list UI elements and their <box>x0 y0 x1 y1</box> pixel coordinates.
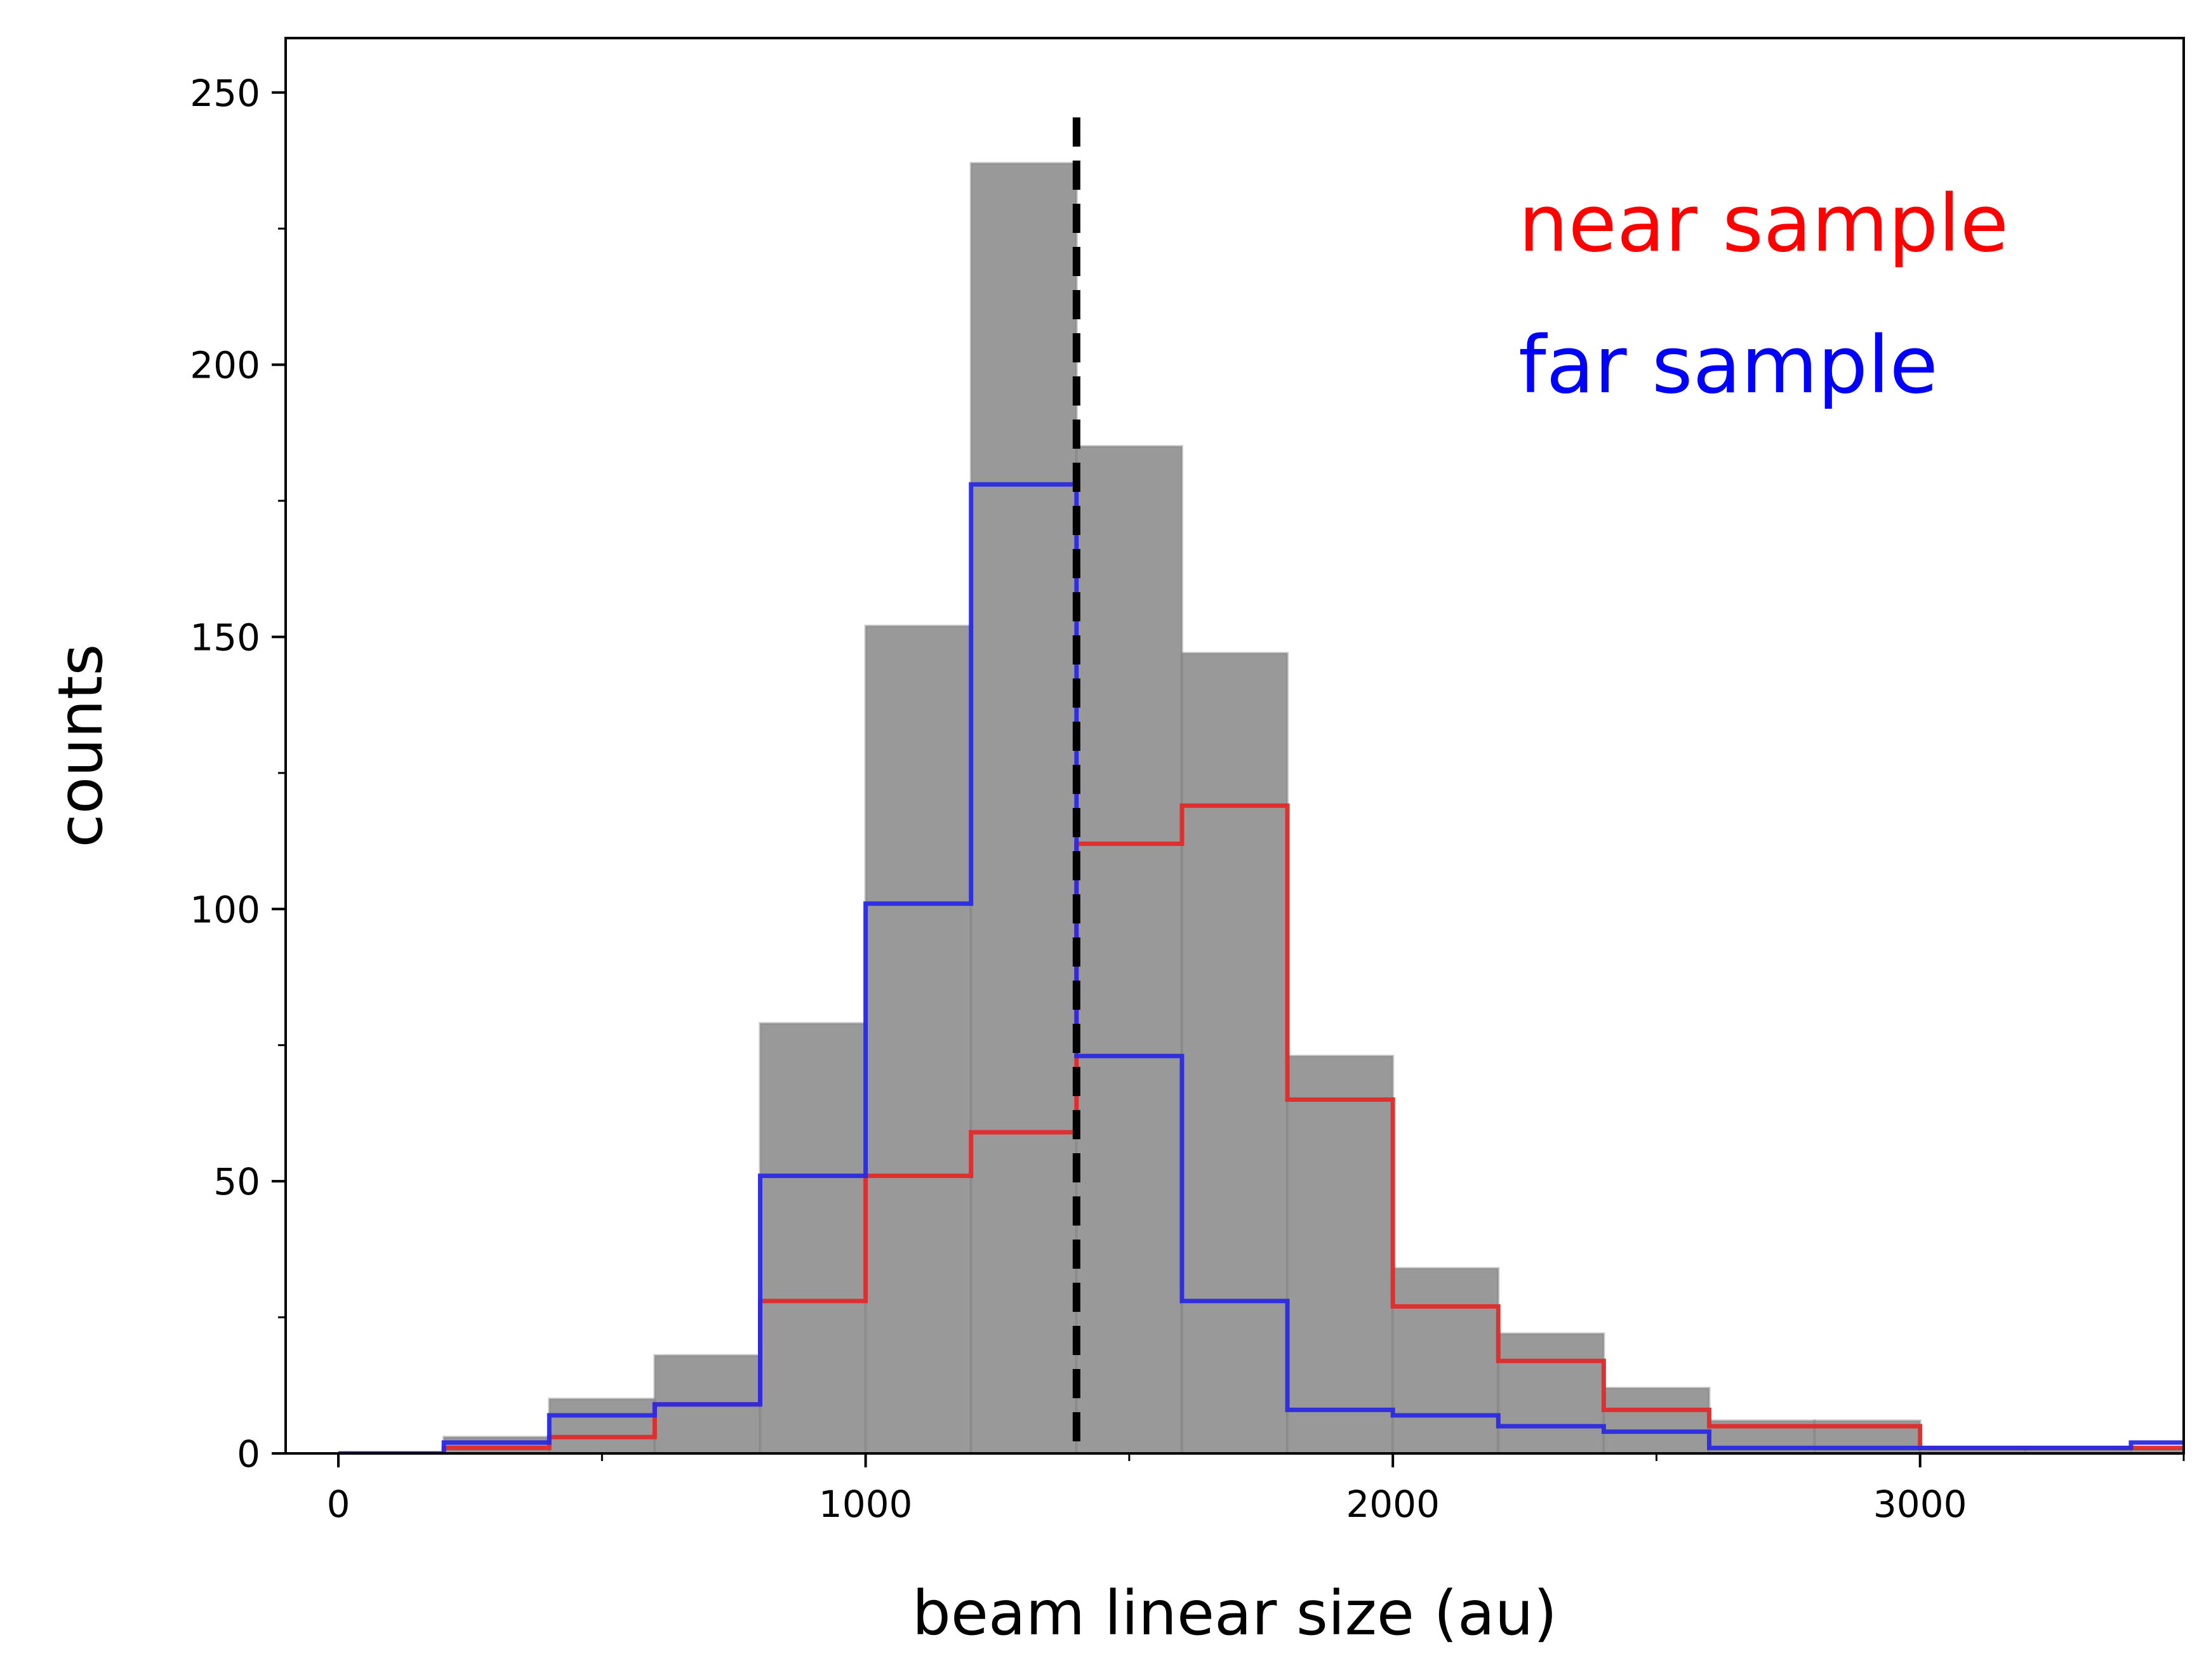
legend-far-sample: far sample <box>1518 320 1938 411</box>
x-tick-label: 2000 <box>1346 1483 1440 1526</box>
total-bar <box>1391 1267 1500 1453</box>
y-tick-label: 200 <box>190 344 260 387</box>
total-bar <box>1075 445 1183 1453</box>
total-bar <box>1602 1387 1711 1453</box>
total-bar <box>1497 1332 1605 1453</box>
legend-near-sample: near sample <box>1518 178 2008 270</box>
total-bar <box>1286 1054 1395 1453</box>
y-tick-label: 250 <box>190 72 260 115</box>
axis-ticks: 0 1000 2000 3000 0 50 100 150 200 250 <box>190 72 2185 1526</box>
sample-step-lines <box>338 482 2184 1453</box>
total-bar <box>969 162 1078 1453</box>
plot-frame <box>284 37 2185 1455</box>
x-tick-label: 0 <box>327 1483 350 1526</box>
total-bar <box>1180 652 1289 1453</box>
y-tick-label: 50 <box>213 1160 260 1203</box>
y-tick-label: 100 <box>190 888 260 931</box>
near-sample-step-line <box>338 803 2184 1453</box>
total-bar <box>864 625 973 1453</box>
y-tick-label: 0 <box>237 1432 260 1476</box>
x-tick-label: 3000 <box>1873 1483 1967 1526</box>
total-histogram <box>442 162 2184 1453</box>
total-bar <box>759 1022 867 1453</box>
y-axis-label: counts <box>45 644 116 848</box>
total-bar <box>548 1398 656 1453</box>
total-bar <box>442 1436 551 1453</box>
y-tick-label: 150 <box>190 616 260 659</box>
x-tick-label: 1000 <box>819 1483 913 1526</box>
far-sample-step-line <box>338 482 2184 1453</box>
x-axis-label: beam linear size (au) <box>912 1578 1557 1649</box>
